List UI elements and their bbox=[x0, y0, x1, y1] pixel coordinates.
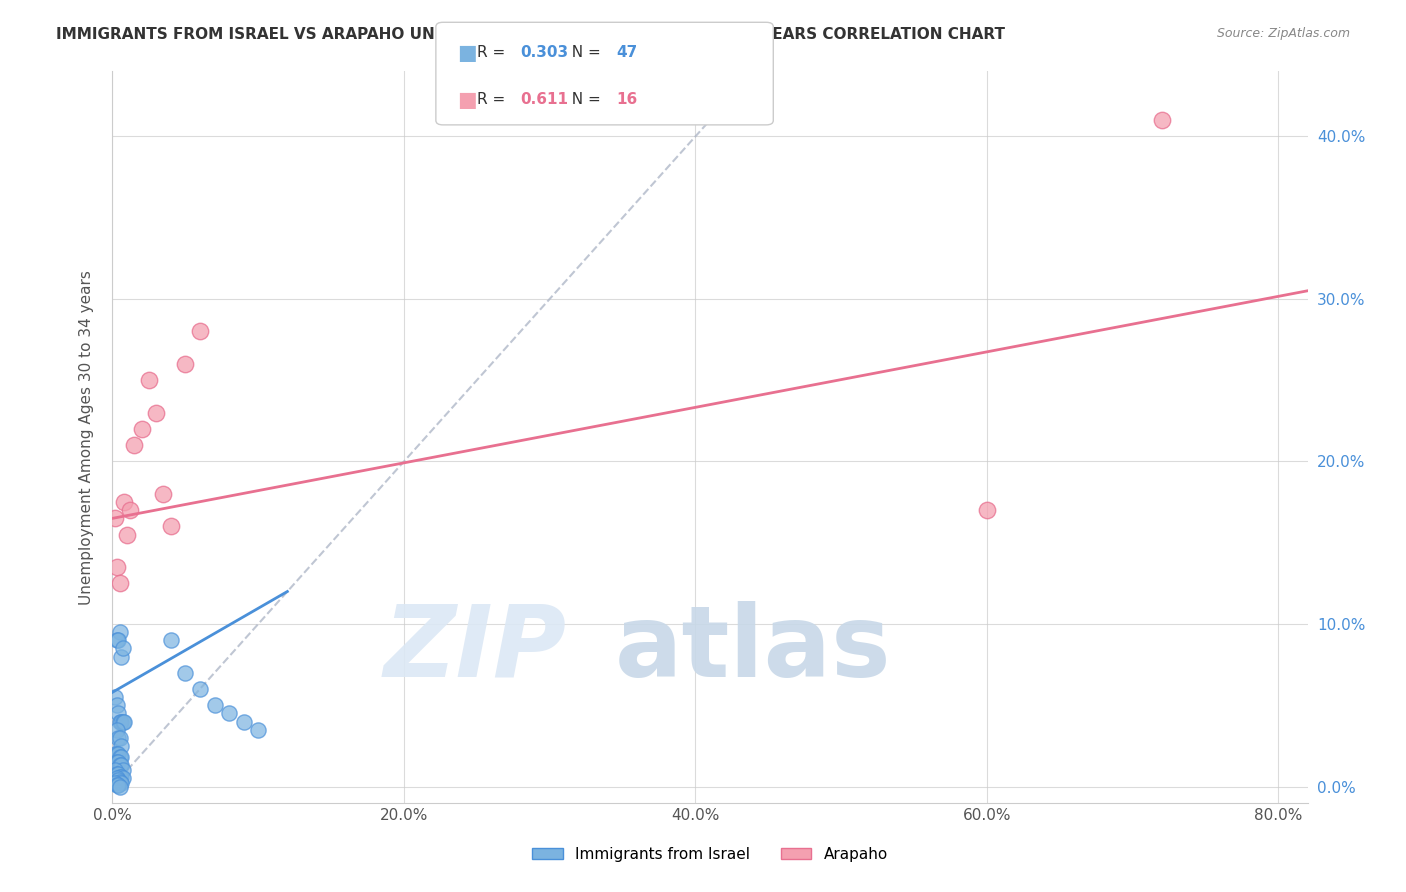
Point bbox=[108, 774, 131, 789]
Point bbox=[108, 714, 131, 729]
Text: R =: R = bbox=[477, 92, 515, 107]
Point bbox=[105, 778, 128, 792]
Point bbox=[104, 747, 127, 761]
Point bbox=[107, 766, 129, 780]
Point bbox=[188, 681, 211, 696]
Point bbox=[131, 422, 153, 436]
Point bbox=[108, 750, 131, 764]
Point bbox=[111, 772, 134, 786]
Point bbox=[107, 731, 129, 745]
Point bbox=[111, 714, 134, 729]
Point bbox=[107, 778, 129, 792]
Text: ■: ■ bbox=[457, 43, 477, 63]
Point bbox=[104, 690, 127, 705]
Point bbox=[107, 772, 129, 787]
Y-axis label: Unemployment Among Ages 30 to 34 years: Unemployment Among Ages 30 to 34 years bbox=[79, 269, 94, 605]
Point bbox=[118, 503, 141, 517]
Text: ■: ■ bbox=[457, 90, 477, 110]
Point bbox=[110, 750, 132, 764]
Point bbox=[174, 665, 197, 680]
Point bbox=[108, 758, 131, 772]
Point bbox=[976, 503, 998, 517]
Text: 16: 16 bbox=[616, 92, 637, 107]
Text: R =: R = bbox=[477, 45, 510, 61]
Point bbox=[115, 527, 138, 541]
Point bbox=[107, 755, 129, 769]
Point bbox=[108, 731, 131, 745]
Point bbox=[159, 519, 181, 533]
Point bbox=[105, 755, 128, 769]
Point bbox=[110, 758, 132, 772]
Point bbox=[232, 714, 254, 729]
Point bbox=[110, 739, 132, 753]
Point bbox=[111, 764, 134, 778]
Point bbox=[174, 357, 197, 371]
Point bbox=[105, 633, 128, 648]
Point bbox=[105, 560, 128, 574]
Point bbox=[107, 633, 129, 648]
Text: N =: N = bbox=[562, 45, 606, 61]
Point bbox=[110, 770, 132, 784]
Point bbox=[159, 633, 181, 648]
Point bbox=[105, 723, 128, 737]
Point bbox=[110, 776, 132, 790]
Point bbox=[105, 747, 128, 761]
Point bbox=[105, 698, 128, 713]
Point bbox=[204, 698, 226, 713]
Text: 0.611: 0.611 bbox=[520, 92, 568, 107]
Point bbox=[145, 406, 167, 420]
Point bbox=[105, 766, 128, 780]
Point bbox=[188, 325, 211, 339]
Point bbox=[108, 780, 131, 794]
Point bbox=[112, 714, 135, 729]
Point bbox=[108, 625, 131, 640]
Text: 47: 47 bbox=[616, 45, 637, 61]
Point bbox=[247, 723, 270, 737]
Point bbox=[104, 764, 127, 778]
Point bbox=[112, 495, 135, 509]
Text: N =: N = bbox=[562, 92, 606, 107]
Point bbox=[124, 438, 146, 452]
Text: ZIP: ZIP bbox=[384, 600, 567, 698]
Text: IMMIGRANTS FROM ISRAEL VS ARAPAHO UNEMPLOYMENT AMONG AGES 30 TO 34 YEARS CORRELA: IMMIGRANTS FROM ISRAEL VS ARAPAHO UNEMPL… bbox=[56, 27, 1005, 42]
Point bbox=[107, 706, 129, 721]
Text: Source: ZipAtlas.com: Source: ZipAtlas.com bbox=[1216, 27, 1350, 40]
Text: 0.303: 0.303 bbox=[520, 45, 568, 61]
Point bbox=[107, 747, 129, 761]
Point bbox=[110, 714, 132, 729]
Point bbox=[104, 511, 127, 525]
Legend: Immigrants from Israel, Arapaho: Immigrants from Israel, Arapaho bbox=[526, 841, 894, 868]
Point bbox=[105, 772, 128, 786]
Text: atlas: atlas bbox=[614, 600, 891, 698]
Point bbox=[152, 487, 174, 501]
Point bbox=[108, 770, 131, 784]
Point bbox=[138, 373, 160, 387]
Point bbox=[218, 706, 240, 721]
Point bbox=[111, 641, 134, 656]
Point bbox=[104, 776, 127, 790]
Point bbox=[110, 649, 132, 664]
Point bbox=[108, 576, 131, 591]
Point bbox=[1150, 113, 1173, 128]
